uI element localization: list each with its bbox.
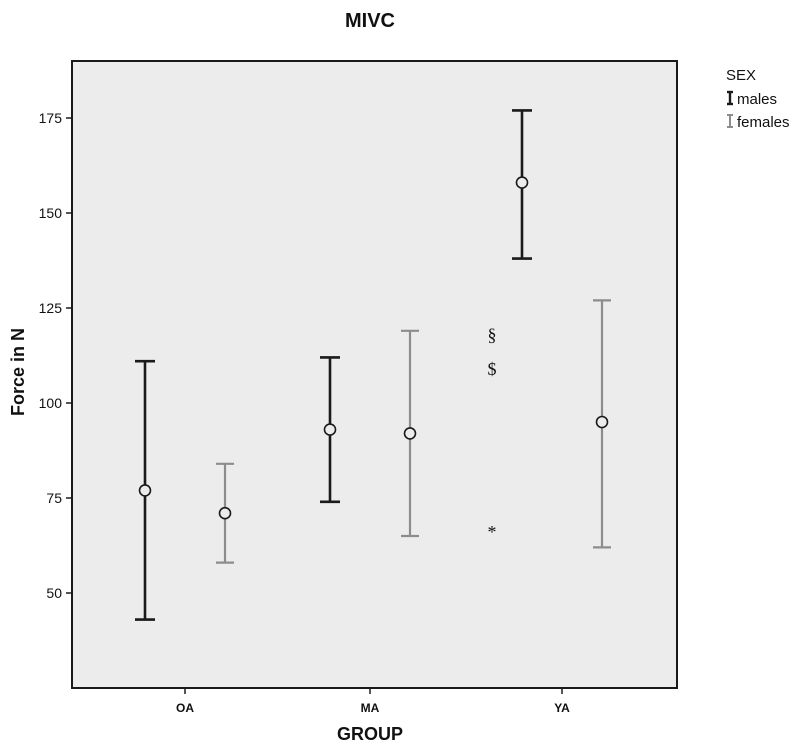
error-bar-males-MA	[320, 356, 340, 504]
y-tick-label: 75	[46, 490, 62, 506]
annotation-marker: §	[488, 325, 497, 345]
x-axis: OA MA YA	[176, 688, 570, 715]
legend-label-females: females	[737, 114, 790, 131]
error-bar-males-YA	[512, 109, 532, 260]
y-axis-title: Force in N	[8, 328, 28, 416]
mean-marker	[515, 176, 529, 189]
legend-entry-males: males	[727, 90, 777, 108]
mean-marker	[138, 484, 152, 497]
annotation-marker: *	[488, 522, 497, 542]
legend-title: SEX	[726, 67, 756, 84]
x-axis-title: GROUP	[337, 724, 403, 744]
y-tick-label: 100	[39, 395, 63, 411]
error-bar-females-YA	[593, 299, 611, 549]
chart-title: MIVC	[345, 10, 395, 32]
error-bar-females-OA	[216, 462, 234, 564]
error-bars	[135, 109, 611, 621]
legend-entry-females: females	[727, 114, 790, 131]
y-tick-label: 125	[39, 300, 63, 316]
plot-area	[71, 60, 678, 689]
mean-marker	[323, 423, 337, 436]
error-bar-females-MA	[401, 329, 419, 538]
x-tick-label: YA	[554, 701, 570, 715]
y-tick-label: 175	[39, 110, 63, 126]
x-tick-label: OA	[176, 701, 194, 715]
mean-marker	[595, 415, 609, 429]
error-bar-males-OA	[135, 359, 155, 621]
mean-marker	[218, 506, 232, 520]
mean-marker	[403, 427, 417, 440]
legend: SEX males females	[726, 67, 790, 131]
legend-label-males: males	[737, 91, 777, 108]
annotations: § $ *	[488, 325, 497, 543]
y-axis: 50 75 100 125 150 175	[39, 110, 72, 601]
x-tick-label: MA	[361, 701, 380, 715]
annotation-marker: $	[488, 359, 497, 379]
y-tick-label: 50	[46, 585, 62, 601]
y-tick-label: 150	[39, 205, 63, 221]
